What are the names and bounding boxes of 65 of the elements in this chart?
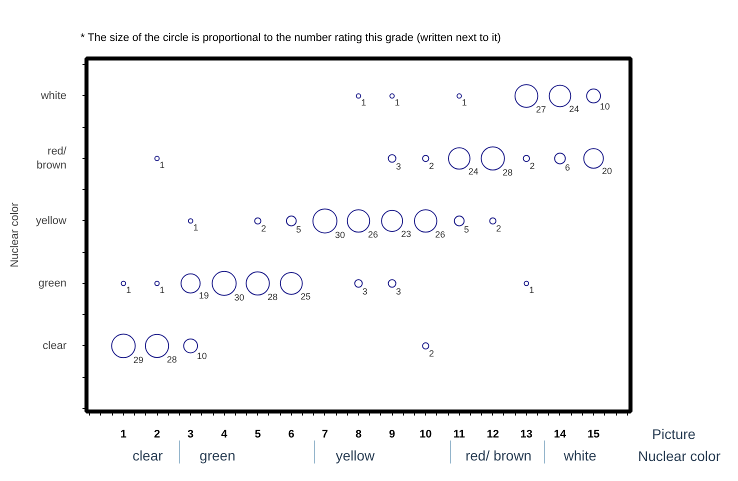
data-label: 3 <box>396 161 401 172</box>
y-tick-label: green <box>38 277 67 290</box>
data-label: 30 <box>335 230 346 240</box>
data-label: 3 <box>362 286 368 296</box>
x-tick-label: 10 <box>420 428 432 440</box>
data-label: 1 <box>394 98 400 108</box>
x-tick-label: 14 <box>554 428 567 440</box>
x-tick-label: 4 <box>221 428 228 440</box>
data-label: 20 <box>602 166 612 176</box>
data-label: 19 <box>198 290 209 301</box>
data-label: 24 <box>468 166 478 177</box>
x-tick-label: 11 <box>453 428 466 440</box>
data-label: 10 <box>600 101 610 112</box>
y-tick-label: red/ brown <box>36 145 68 172</box>
x-tick-label: 1 <box>120 428 127 440</box>
x-tick-label: 15 <box>587 428 600 440</box>
text: green <box>200 448 236 464</box>
data-label: 28 <box>166 354 177 365</box>
x-tick-label: 8 <box>355 428 362 440</box>
data-label: 1 <box>160 160 165 170</box>
data-label: 2 <box>429 348 434 358</box>
x-tick-label: 3 <box>188 428 194 440</box>
data-label: 28 <box>268 292 278 302</box>
x-tick-label: 12 <box>486 428 499 440</box>
data-label: 2 <box>261 223 266 234</box>
data-label: 1 <box>193 222 198 233</box>
y-tick-label: white <box>40 90 67 102</box>
data-label: 1 <box>361 98 366 108</box>
data-label: 2 <box>429 160 434 171</box>
data-label: 30 <box>234 292 244 303</box>
text: white <box>562 448 597 464</box>
y-tick-label: yellow <box>36 214 67 227</box>
y-tick-label: clear <box>42 340 67 352</box>
data-label: 2 <box>496 223 502 234</box>
text: * The size of the circle is proportional to the number rating this grade (written next to it) <box>80 32 501 44</box>
text: yellow <box>336 448 376 464</box>
data-label: 1 <box>462 98 467 108</box>
data-label: 24 <box>569 104 580 114</box>
data-label: 10 <box>196 351 207 362</box>
data-label: 26 <box>435 229 446 240</box>
x-tick-label: 13 <box>520 428 533 440</box>
x-tick-label: 6 <box>288 428 294 440</box>
text: clear <box>132 448 164 464</box>
x-tick-label: 9 <box>389 428 396 440</box>
data-label: 5 <box>296 224 302 235</box>
text: red/ brown <box>465 448 532 464</box>
data-label: 1 <box>160 285 165 296</box>
data-label: 5 <box>464 224 469 235</box>
data-label: 1 <box>529 285 534 296</box>
data-label: 2 <box>530 160 535 171</box>
x-tick-label: 5 <box>254 428 261 440</box>
data-label: 1 <box>126 285 132 296</box>
x-axis-title: Picture <box>652 426 696 443</box>
data-label: 28 <box>502 167 513 178</box>
data-label: 6 <box>565 162 570 173</box>
data-label: 23 <box>401 228 412 239</box>
data-label: 27 <box>536 104 546 115</box>
x-tick-label: 2 <box>154 428 160 440</box>
x-tick-label: 7 <box>322 428 328 440</box>
data-label: 3 <box>396 286 401 296</box>
y-axis-title: Nuclear color <box>8 202 21 268</box>
data-label: 25 <box>300 292 311 302</box>
x2-axis-title: Nuclear color <box>638 448 720 465</box>
data-label: 26 <box>368 229 378 240</box>
data-label: 29 <box>133 354 144 365</box>
